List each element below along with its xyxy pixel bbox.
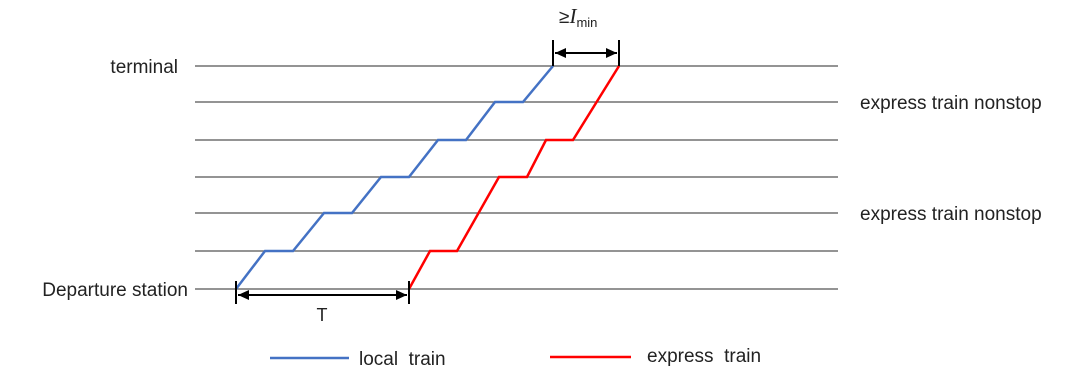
departure-station-label: Departure station	[42, 280, 188, 301]
min-interval-subscript: min	[576, 15, 597, 30]
station-lines	[195, 65, 838, 290]
headway-dimension	[235, 281, 410, 304]
legend-local-label: local train	[359, 349, 446, 370]
min-interval-label: ≥Imin	[559, 4, 597, 30]
legend: local train express train	[270, 346, 761, 370]
min-interval-symbol: I	[568, 4, 577, 28]
min-interval-dimension	[552, 40, 620, 66]
terminal-label: terminal	[110, 57, 178, 78]
express-train-path	[407, 65, 621, 290]
nonstop-label-upper: express train nonstop	[860, 93, 1042, 114]
nonstop-label-lower: express train nonstop	[860, 204, 1042, 225]
min-interval-prefix: ≥	[559, 7, 569, 28]
local-train-path	[235, 65, 554, 290]
headway-label: T	[317, 305, 328, 325]
legend-express-label: express train	[647, 346, 761, 367]
